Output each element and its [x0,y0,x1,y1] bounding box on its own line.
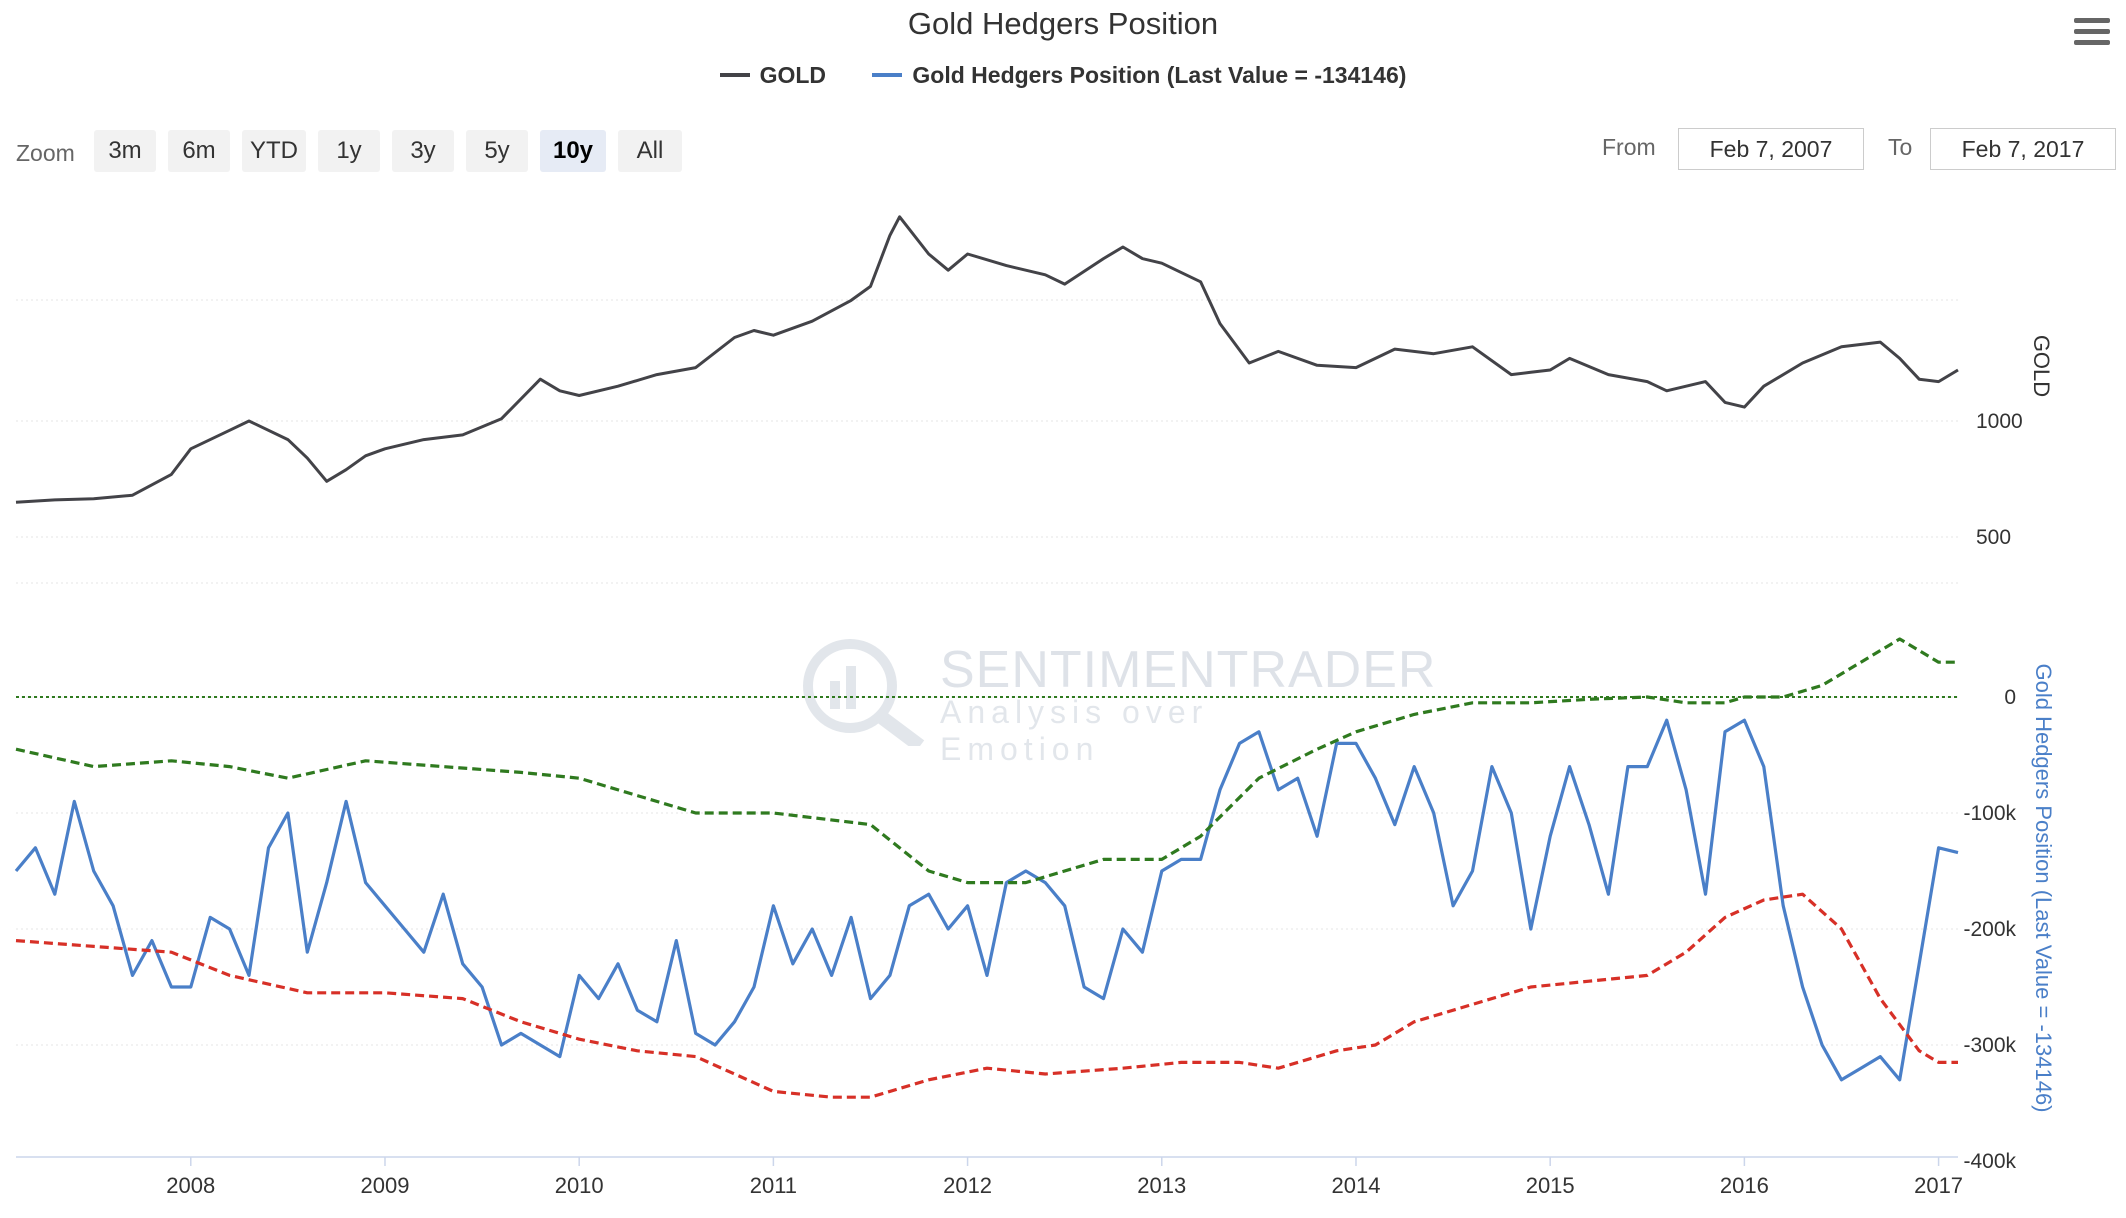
zoom-label: Zoom [16,140,75,166]
x-tick-label: 2012 [943,1173,992,1198]
gold-tick-label: 1000 [1976,410,2023,433]
gold-tick-label: 500 [1976,526,2011,549]
gold-axis-label: GOLD [2029,335,2054,397]
hedgers-tick-label: -400k [1963,1150,2016,1173]
hedgers-tick-label: -100k [1963,802,2016,825]
watermark: SENTIMENTRADER Analysis over Emotion [790,636,1435,767]
range-from-label: From [1602,134,1656,160]
legend-label-gold: GOLD [759,62,827,88]
range-to-input[interactable] [1930,128,2116,170]
zoom-3y-button[interactable]: 3y [392,130,454,172]
hedgers-axis-label: Gold Hedgers Position (Last Value = -134… [2031,663,2056,1112]
legend-swatch-gold [719,72,750,77]
context-menu-icon[interactable] [2074,18,2110,46]
hedgers-series-line [14,718,1959,1082]
x-tick-label: 2016 [1720,1173,1769,1198]
x-tick-label: 2009 [361,1173,410,1198]
zoom-ytd-button[interactable]: YTD [242,130,306,172]
watermark-brand: SENTIMENTRADER [940,641,1437,699]
zoom-6m-button[interactable]: 6m [168,130,230,172]
zoom-all-button[interactable]: All [618,130,682,172]
legend: GOLD Gold Hedgers Position (Last Value =… [0,62,2126,89]
zoom-1y-button[interactable]: 1y [318,130,380,172]
legend-item-gold[interactable]: GOLD [719,62,827,89]
x-tick-label: 2013 [1137,1173,1186,1198]
legend-swatch-hedgers [872,72,903,77]
x-tick-label: 2014 [1332,1173,1381,1198]
watermark-tagline: Analysis over Emotion [940,694,1209,767]
x-tick-label: 2011 [750,1173,797,1198]
zoom-5y-button[interactable]: 5y [466,130,528,172]
gold-series-line [15,215,1959,504]
watermark-logo [803,639,925,746]
range-to-label: To [1888,134,1913,160]
hedgers-tick-label: 0 [2004,686,2016,709]
range-from-input[interactable] [1678,128,1864,170]
hedgers-tick-label: -200k [1963,918,2016,941]
gold-pane [15,215,1959,504]
x-tick-label: 2017 [1914,1173,1963,1198]
hedgers-tick-label: -300k [1963,1034,2016,1057]
lower-band-line [15,892,1958,1099]
x-tick-label: 2010 [555,1173,604,1198]
x-tick-label: 2008 [166,1173,215,1198]
zoom-3m-button[interactable]: 3m [94,130,156,172]
zoom-10y-button[interactable]: 10y [540,130,606,172]
legend-label-hedgers: Gold Hedgers Position (Last Value = -134… [912,62,1407,88]
legend-item-hedgers[interactable]: Gold Hedgers Position (Last Value = -134… [872,62,1406,89]
x-tick-label: 2015 [1526,1173,1575,1198]
chart-title: Gold Hedgers Position [907,6,1219,41]
